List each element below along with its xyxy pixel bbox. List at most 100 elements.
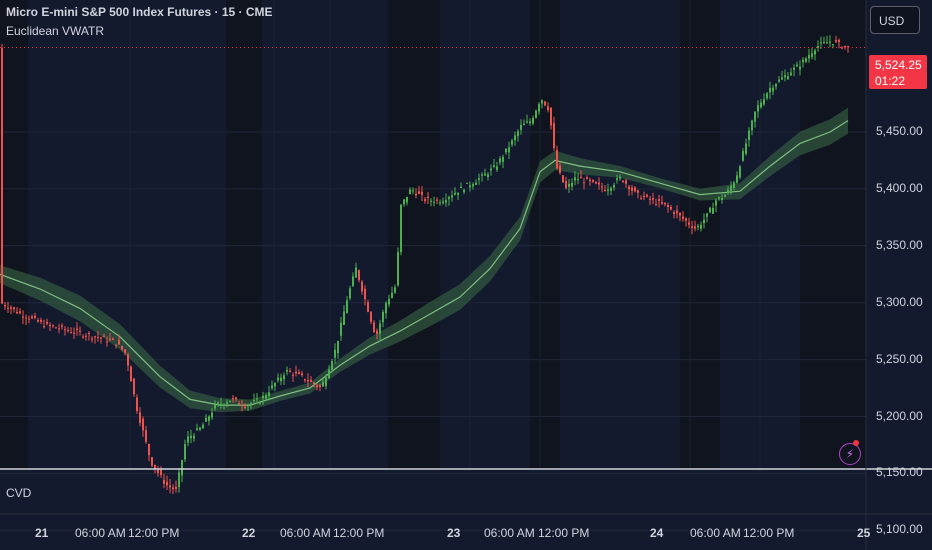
- candle-body: [358, 270, 360, 281]
- candle: [571, 178, 573, 191]
- candle: [667, 202, 669, 213]
- candle-body: [295, 371, 297, 374]
- candle-body: [190, 435, 192, 439]
- candle-body: [481, 174, 483, 176]
- indicator-label[interactable]: Euclidean VWATR: [6, 24, 105, 38]
- candle-body: [799, 66, 801, 70]
- candle: [739, 165, 741, 180]
- candle: [442, 197, 444, 205]
- candle: [787, 72, 789, 80]
- candle-body: [580, 176, 582, 179]
- candle: [730, 181, 732, 195]
- candle: [376, 328, 378, 340]
- candle: [196, 423, 198, 431]
- candle-body: [157, 468, 159, 473]
- candle-body: [199, 427, 201, 430]
- candle-body: [16, 311, 18, 314]
- candle-body: [811, 53, 813, 58]
- candle-body: [829, 41, 831, 43]
- candle: [109, 332, 111, 342]
- candle-body: [250, 403, 252, 405]
- time-axis-time-label: 12:00 PM: [128, 526, 180, 540]
- candle-body: [367, 302, 369, 312]
- candle-body: [661, 202, 663, 204]
- price-tick: 5,250.00: [876, 351, 923, 366]
- candle: [541, 99, 543, 109]
- candle: [193, 433, 195, 442]
- candle-body: [196, 428, 198, 430]
- candle-body: [517, 131, 519, 137]
- candle-body: [505, 148, 507, 153]
- candle-body: [205, 417, 207, 422]
- candle-body: [169, 485, 171, 488]
- candle-body: [406, 196, 408, 203]
- candle: [598, 177, 600, 190]
- candle: [460, 182, 462, 189]
- candle-body: [727, 189, 729, 194]
- candle: [304, 378, 306, 383]
- candle-body: [382, 312, 384, 322]
- candle-body: [127, 354, 129, 366]
- candle-body: [10, 307, 12, 309]
- candle-body: [13, 307, 15, 310]
- candle-body: [397, 252, 399, 286]
- candle-body: [463, 189, 465, 193]
- candle: [88, 331, 90, 341]
- candle-body: [637, 190, 639, 193]
- candle: [562, 174, 564, 183]
- candle: [205, 414, 207, 422]
- currency-button[interactable]: USD: [870, 6, 920, 34]
- candle: [94, 335, 96, 344]
- candle-body: [775, 84, 777, 87]
- candle: [436, 197, 438, 205]
- candle-body: [28, 318, 30, 320]
- candle-body: [445, 200, 447, 203]
- candle-body: [520, 124, 522, 130]
- candle-body: [1, 47, 3, 304]
- candle: [202, 422, 204, 429]
- candle: [397, 247, 399, 287]
- candle-body: [274, 383, 276, 387]
- candle-body: [616, 178, 618, 181]
- candle: [139, 407, 141, 427]
- candle-body: [541, 100, 543, 104]
- candle: [517, 129, 519, 142]
- vwatr-line: [0, 120, 849, 406]
- lightning-icon[interactable]: ⚡: [839, 443, 861, 465]
- candle-body: [715, 200, 717, 206]
- candle: [703, 213, 705, 229]
- candle: [172, 484, 174, 494]
- candle-body: [79, 330, 81, 332]
- candle: [148, 443, 150, 462]
- candle-body: [613, 184, 615, 188]
- candle-body: [133, 378, 135, 395]
- candle: [847, 45, 849, 53]
- candle-body: [688, 222, 690, 225]
- candle: [121, 345, 123, 352]
- candle: [199, 426, 201, 432]
- candle: [211, 407, 213, 420]
- candle: [106, 336, 108, 347]
- candle: [433, 196, 435, 207]
- candle-body: [778, 79, 780, 82]
- candle-body: [568, 183, 570, 187]
- candle-body: [679, 213, 681, 216]
- candle: [799, 60, 801, 76]
- candle: [289, 368, 291, 373]
- candle-body: [658, 199, 660, 201]
- candle-body: [511, 140, 513, 145]
- candle: [226, 399, 228, 408]
- candle: [523, 119, 525, 126]
- candle-body: [22, 316, 24, 318]
- candle-body: [808, 55, 810, 59]
- candle: [754, 111, 756, 128]
- candle-body: [676, 210, 678, 214]
- candle: [547, 102, 549, 113]
- candle: [208, 415, 210, 426]
- candle-body: [757, 105, 759, 112]
- cvd-pane-label[interactable]: CVD: [6, 486, 32, 500]
- candle-body: [43, 326, 45, 328]
- candle: [334, 343, 336, 364]
- symbol-title[interactable]: Micro E-mini S&P 500 Index Futures · 15 …: [6, 5, 273, 19]
